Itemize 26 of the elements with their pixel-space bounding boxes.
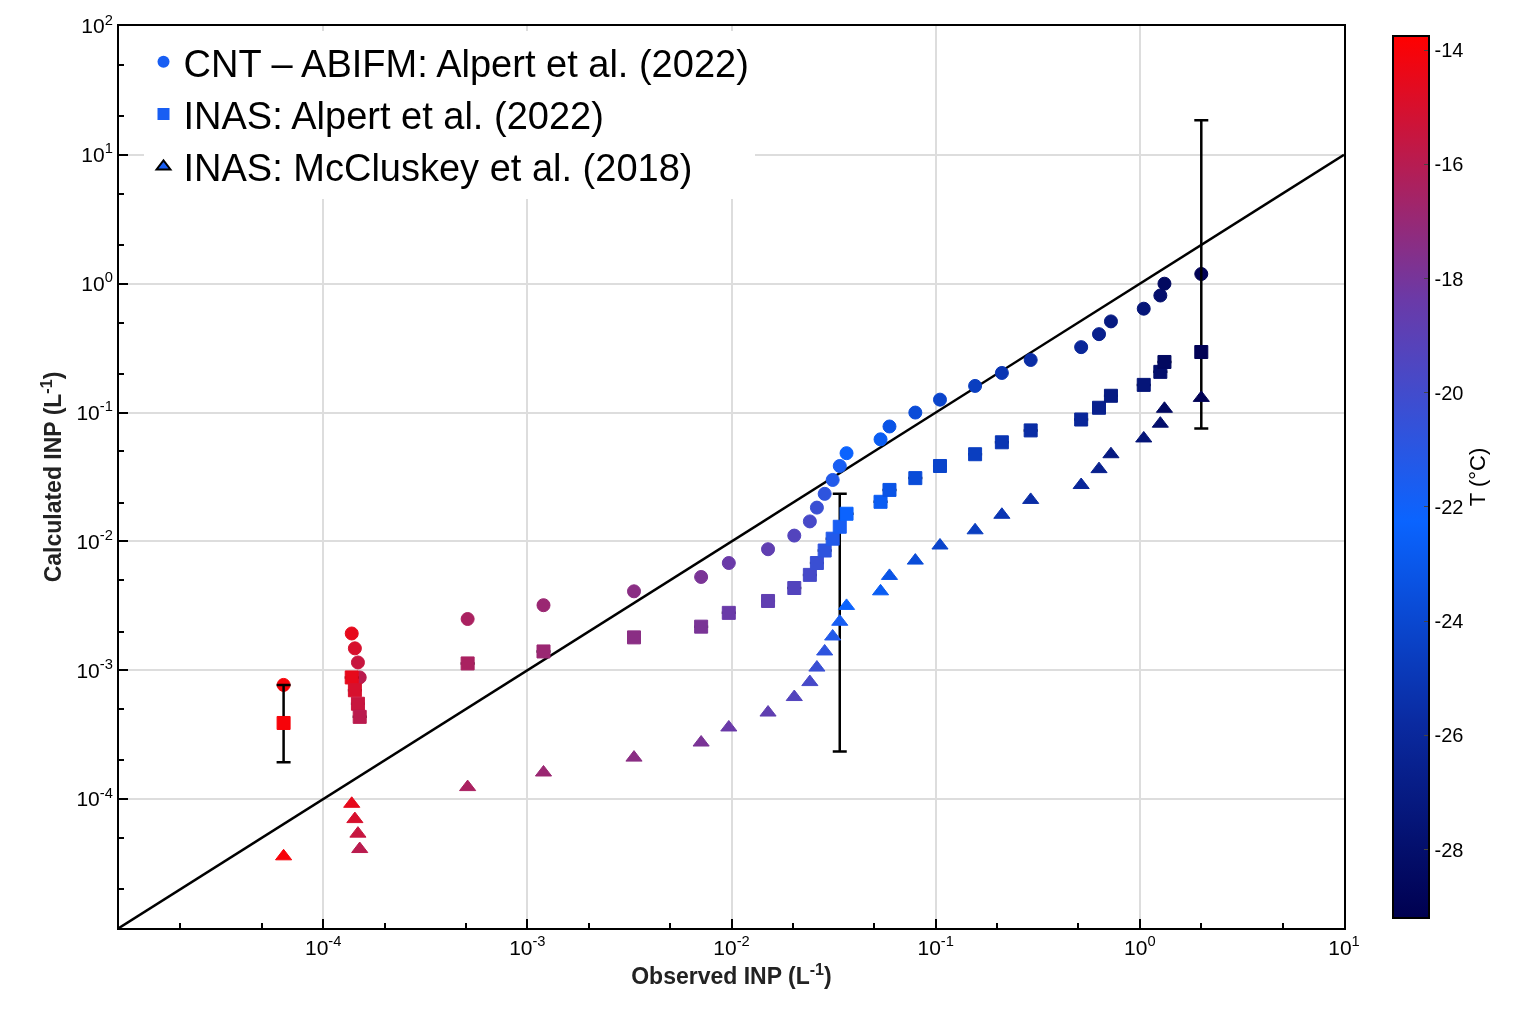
y-tick-label: 10$^{0}$ <box>81 269 113 296</box>
color-bar-label: -22 <box>1434 495 1464 518</box>
y-tick-label: 10$^{2}$ <box>81 11 113 38</box>
y-tick-label: 10$^{1}$ <box>81 140 113 167</box>
x-tick-label: 10$^{-1}$ <box>917 933 954 960</box>
color-bar-title: T (°C) <box>1465 447 1491 507</box>
x-axis-title: Observed INP (L$^{-1}$) <box>631 959 832 990</box>
x-tick-label: 10$^{0}$ <box>1124 933 1156 960</box>
y-tick-label: 10$^{-3}$ <box>76 655 113 682</box>
color-bar-label: -28 <box>1434 838 1464 861</box>
color-bar-label: -26 <box>1434 724 1464 747</box>
legend-label: INAS: McCluskey et al. (2018) <box>183 147 693 190</box>
color-bar-label: -24 <box>1434 610 1464 633</box>
color-bar-label: -20 <box>1434 381 1464 404</box>
x-tick-label: 10$^{-4}$ <box>304 933 342 960</box>
color-bar-label: -14 <box>1434 39 1464 62</box>
color-bar-label: -18 <box>1434 267 1464 290</box>
y-tick-label: 10$^{-2}$ <box>76 526 113 553</box>
color-bar-label: -16 <box>1434 153 1464 176</box>
legend-label: INAS: Alpert et al. (2022) <box>183 94 604 137</box>
x-tick-label: 10$^{-2}$ <box>713 933 750 960</box>
y-tick-label: 10$^{-4}$ <box>76 784 113 811</box>
y-tick-label: 10$^{-1}$ <box>76 398 113 424</box>
legend-label: CNT – ABIFM: Alpert et al. (2022) <box>183 42 749 85</box>
x-tick-label: 10$^{-3}$ <box>509 933 546 960</box>
x-tick-label: 10$^{1}$ <box>1328 933 1360 960</box>
